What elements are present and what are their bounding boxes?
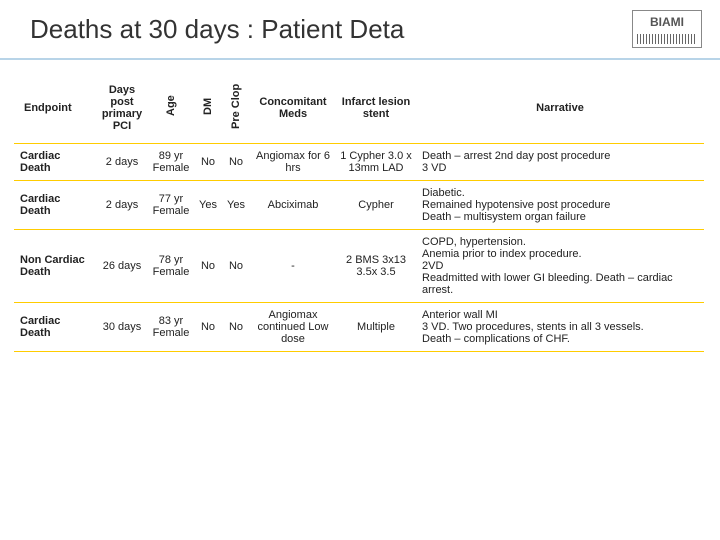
cell-age: 77 yr Female xyxy=(148,181,194,230)
cell-preclop: Yes xyxy=(222,181,250,230)
cell-preclop: No xyxy=(222,230,250,303)
cell-meds: Angiomax continued Low dose xyxy=(250,303,336,352)
col-narrative: Narrative xyxy=(416,72,704,144)
cell-endpoint: Cardiac Death xyxy=(14,181,96,230)
cell-stent: Cypher xyxy=(336,181,416,230)
header: Deaths at 30 days : Patient Deta BIAMI xyxy=(0,0,720,60)
cell-endpoint: Cardiac Death xyxy=(14,303,96,352)
col-stent: Infarct lesion stent xyxy=(336,72,416,144)
cell-age: 78 yr Female xyxy=(148,230,194,303)
table-row: Cardiac Death 2 days 89 yr Female No No … xyxy=(14,144,704,181)
cell-days: 26 days xyxy=(96,230,148,303)
table-header-row: Endpoint Days post primary PCI Age DM Pr… xyxy=(14,72,704,144)
table-row: Cardiac Death 30 days 83 yr Female No No… xyxy=(14,303,704,352)
cell-meds: - xyxy=(250,230,336,303)
col-preclop: Pre Clop xyxy=(222,72,250,144)
cell-age: 89 yr Female xyxy=(148,144,194,181)
cell-preclop: No xyxy=(222,303,250,352)
col-meds: Concomitant Meds xyxy=(250,72,336,144)
col-dm: DM xyxy=(194,72,222,144)
cell-age: 83 yr Female xyxy=(148,303,194,352)
cell-meds: Angiomax for 6 hrs xyxy=(250,144,336,181)
patient-table: Endpoint Days post primary PCI Age DM Pr… xyxy=(14,72,704,352)
col-age: Age xyxy=(148,72,194,144)
cell-dm: Yes xyxy=(194,181,222,230)
cell-days: 2 days xyxy=(96,181,148,230)
cell-narrative: Diabetic.Remained hypotensive post proce… xyxy=(416,181,704,230)
cell-narrative: Anterior wall MI3 VD. Two procedures, st… xyxy=(416,303,704,352)
table-body: Cardiac Death 2 days 89 yr Female No No … xyxy=(14,144,704,352)
table-row: Non Cardiac Death 26 days 78 yr Female N… xyxy=(14,230,704,303)
col-days: Days post primary PCI xyxy=(96,72,148,144)
cell-days: 30 days xyxy=(96,303,148,352)
cell-narrative: COPD, hypertension.Anemia prior to index… xyxy=(416,230,704,303)
cell-dm: No xyxy=(194,230,222,303)
cell-endpoint: Non Cardiac Death xyxy=(14,230,96,303)
cell-meds: Abciximab xyxy=(250,181,336,230)
cell-preclop: No xyxy=(222,144,250,181)
cell-dm: No xyxy=(194,144,222,181)
logo: BIAMI xyxy=(632,10,702,48)
cell-dm: No xyxy=(194,303,222,352)
cell-stent: Multiple xyxy=(336,303,416,352)
table-row: Cardiac Death 2 days 77 yr Female Yes Ye… xyxy=(14,181,704,230)
cell-days: 2 days xyxy=(96,144,148,181)
page-title: Deaths at 30 days : Patient Deta xyxy=(0,0,720,45)
cell-stent: 1 Cypher 3.0 x 13mm LAD xyxy=(336,144,416,181)
cell-endpoint: Cardiac Death xyxy=(14,144,96,181)
col-endpoint: Endpoint xyxy=(14,72,96,144)
cell-stent: 2 BMS 3x13 3.5x 3.5 xyxy=(336,230,416,303)
cell-narrative: Death – arrest 2nd day post procedure3 V… xyxy=(416,144,704,181)
